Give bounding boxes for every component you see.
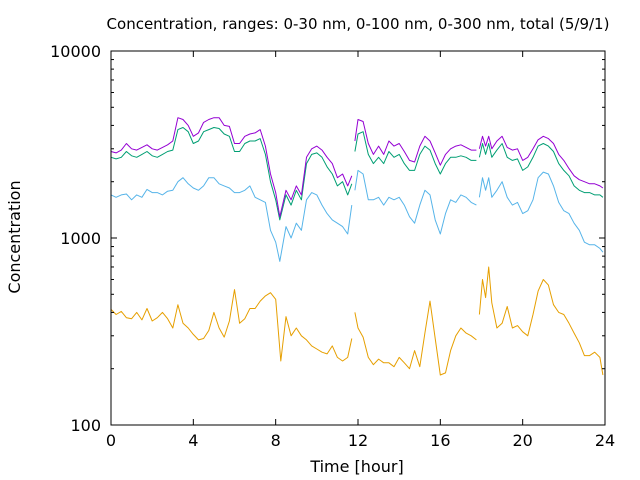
y-tick-label: 100 <box>70 416 101 435</box>
x-tick-label: 0 <box>106 431 116 450</box>
x-tick-label: 20 <box>512 431 532 450</box>
series-line-1 <box>478 266 604 376</box>
x-tick-label: 16 <box>430 431 450 450</box>
chart-title: Concentration, ranges: 0-30 nm, 0-100 nm… <box>107 15 610 33</box>
series-line-3 <box>354 131 477 175</box>
y-axis: 100 1000 10000 <box>50 42 605 435</box>
series-line-1 <box>354 300 477 376</box>
x-axis-label: Time [hour] <box>309 457 403 476</box>
plot-area: 0 4 8 12 16 20 24 100 1000 10000 <box>50 42 615 450</box>
series-line-2 <box>110 177 353 262</box>
series-line-3 <box>478 143 604 198</box>
x-tick-label: 4 <box>188 431 198 450</box>
y-tick-label: 10000 <box>50 42 101 61</box>
plot-frame <box>110 50 606 426</box>
y-axis-label: Concentration <box>5 180 24 293</box>
x-axis: 0 4 8 12 16 20 24 <box>106 51 615 450</box>
x-tick-label: 12 <box>348 431 368 450</box>
series-line-4 <box>478 135 604 189</box>
series-line-1 <box>110 289 353 362</box>
series-line-2 <box>478 171 604 253</box>
y-tick-label: 1000 <box>60 229 101 248</box>
x-tick-label: 24 <box>595 431 615 450</box>
series-line-4 <box>110 117 353 218</box>
series-line-3 <box>110 127 353 221</box>
series-line-2 <box>354 169 477 235</box>
x-tick-label: 8 <box>271 431 281 450</box>
series-line-4 <box>354 119 477 166</box>
series-layer <box>110 117 604 376</box>
